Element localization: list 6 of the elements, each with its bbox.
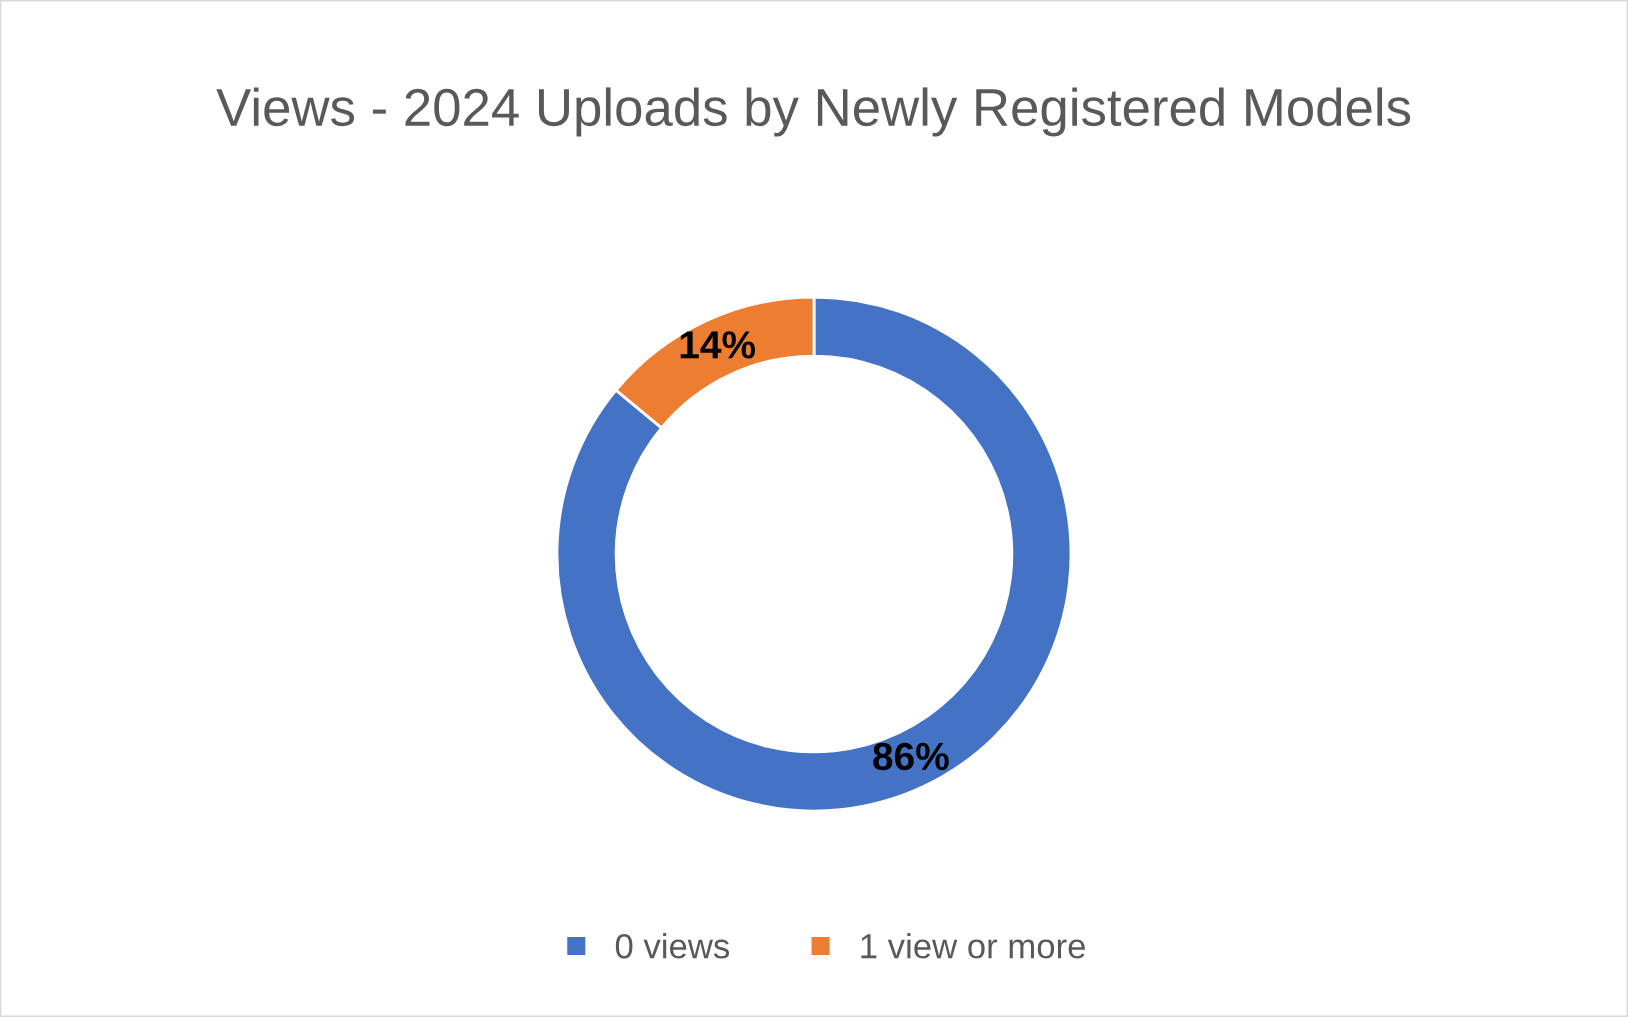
- data-label: 14%: [680, 331, 756, 359]
- legend-label: 0 views: [615, 933, 730, 959]
- chart-title: Views - 2024 Uploads by Newly Registered Models: [216, 87, 1411, 137]
- legend-label: 1 view or more: [861, 933, 1085, 959]
- data-label: 86%: [873, 742, 949, 771]
- donut-slice: [555, 295, 1073, 813]
